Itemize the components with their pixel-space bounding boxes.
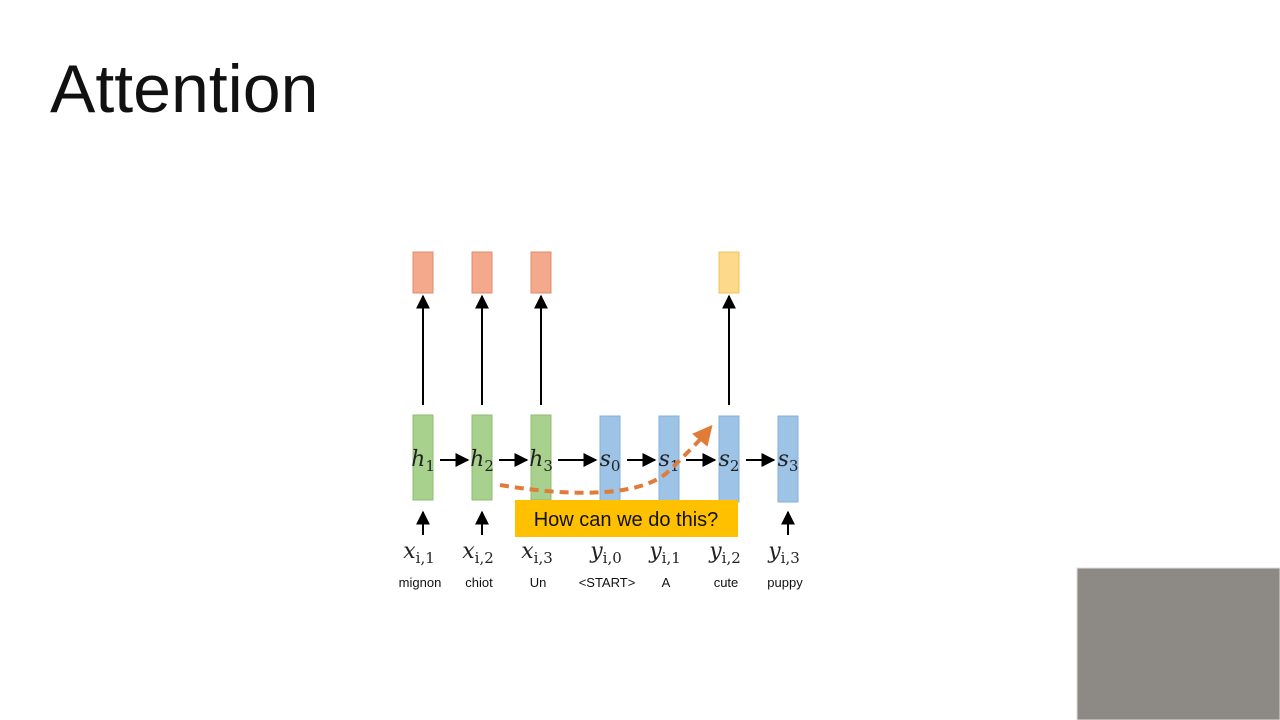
- input-label: yi,0: [589, 539, 622, 567]
- input-label: xi,2: [462, 539, 494, 567]
- input-symbol: x: [403, 539, 416, 564]
- input-symbol: x: [462, 539, 475, 564]
- node-symbol: s: [778, 447, 789, 472]
- node-subscript: 3: [789, 457, 799, 475]
- node-label: s0: [600, 447, 621, 475]
- node-label: s2: [719, 447, 740, 475]
- node-subscript: 1: [425, 457, 435, 475]
- input-subscript: i,2: [722, 549, 741, 567]
- node-label: s3: [778, 447, 799, 475]
- input-label: yi,2: [708, 539, 741, 567]
- output-box: [471, 251, 493, 294]
- input-symbol: y: [648, 539, 662, 564]
- input-subscript: i,1: [416, 549, 435, 567]
- node-label: h2: [470, 447, 494, 475]
- node-subscript: 3: [543, 457, 553, 475]
- node-subscript: 0: [611, 457, 621, 475]
- node-symbol: s: [600, 447, 611, 472]
- input-symbol: x: [521, 539, 534, 564]
- callout-box: [515, 500, 738, 537]
- input-subscript: i,1: [662, 549, 681, 567]
- input-symbol: y: [589, 539, 603, 564]
- input-subscript: i,3: [534, 549, 553, 567]
- node-box: [412, 414, 434, 501]
- token-word: <START>: [579, 575, 636, 590]
- output-box: [412, 251, 434, 294]
- node-symbol: h: [411, 447, 425, 472]
- input-subscript: i,0: [603, 549, 622, 567]
- token-word: cute: [714, 575, 739, 590]
- callout-text: How can we do this?: [534, 509, 719, 531]
- node-box: [777, 415, 799, 503]
- input-label: yi,1: [648, 539, 681, 567]
- input-subscript: i,3: [781, 549, 800, 567]
- token-word: puppy: [767, 575, 803, 590]
- input-label: xi,3: [521, 539, 553, 567]
- token-word: Un: [530, 575, 547, 590]
- node-symbol: s: [719, 447, 730, 472]
- input-subscript: i,2: [475, 549, 494, 567]
- node-symbol: h: [529, 447, 543, 472]
- node-subscript: 2: [730, 457, 740, 475]
- input-symbol: y: [708, 539, 722, 564]
- token-word: chiot: [465, 575, 493, 590]
- node-symbol: s: [659, 447, 670, 472]
- node-label: h3: [529, 447, 553, 475]
- slide-title: Attention: [50, 51, 318, 127]
- token-word: A: [662, 575, 671, 590]
- input-label: yi,3: [767, 539, 800, 567]
- input-label: xi,1: [403, 539, 435, 567]
- input-symbol: y: [767, 539, 781, 564]
- webcam-feed: [1077, 568, 1280, 720]
- output-box: [718, 251, 740, 294]
- node-label: h1: [411, 447, 435, 475]
- output-box: [530, 251, 552, 294]
- node-symbol: h: [470, 447, 484, 472]
- node-subscript: 2: [484, 457, 494, 475]
- attention-curve: [499, 424, 713, 495]
- token-word: mignon: [399, 575, 442, 590]
- webcam-border: [1076, 567, 1280, 720]
- node-box: [471, 414, 493, 501]
